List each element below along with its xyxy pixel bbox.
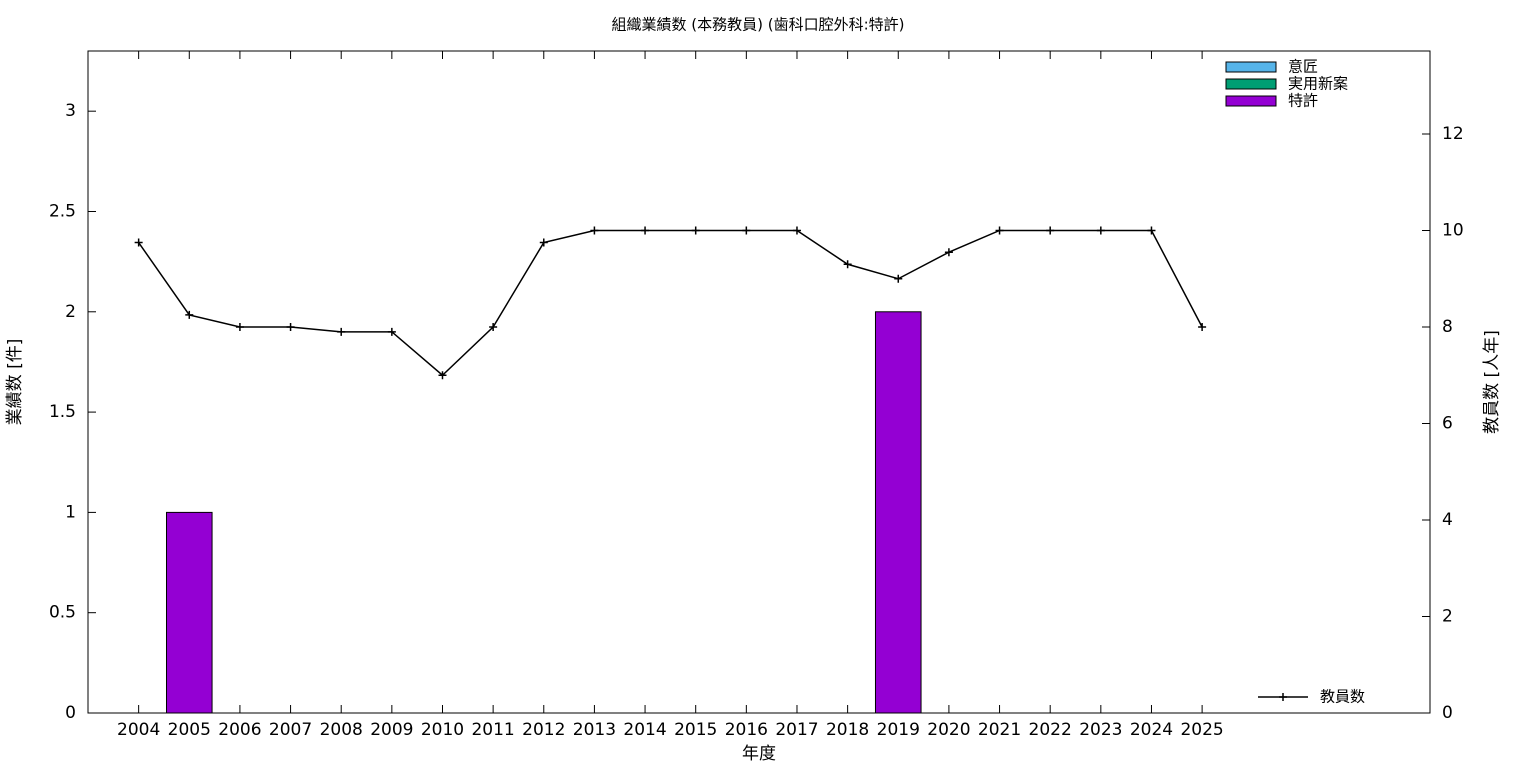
point	[1096, 226, 1105, 235]
y2-tick-label: 4	[1442, 510, 1453, 530]
chart-title: 組織業績数 (本務教員) (歯科口腔外科:特許)	[612, 16, 905, 34]
y-axis-label: 業績数 [件]	[5, 339, 25, 426]
point	[843, 260, 852, 269]
point	[641, 226, 650, 235]
y-tick-label: 0	[65, 703, 76, 723]
point	[387, 327, 396, 336]
point	[185, 310, 194, 319]
point	[1046, 226, 1055, 235]
x-tick-label: 2025	[1180, 720, 1223, 740]
x-tick-label: 2018	[826, 720, 869, 740]
x-tick-label: 2023	[1079, 720, 1122, 740]
x-tick-label: 2017	[775, 720, 818, 740]
x-tick-label: 2019	[877, 720, 920, 740]
y2-tick-label: 12	[1442, 124, 1464, 144]
point	[995, 226, 1004, 235]
x-axis-label: 年度	[742, 744, 776, 764]
y-tick-label: 1	[65, 502, 76, 522]
line	[138, 229, 1203, 377]
x-tick-label: 2024	[1130, 720, 1173, 740]
y2-tick-label: 2	[1442, 606, 1453, 626]
y-tick-label: 0.5	[49, 603, 76, 623]
y2-tick-label: 8	[1442, 317, 1453, 337]
x-tick-label: 2008	[320, 720, 363, 740]
y2-tick-label: 6	[1442, 413, 1453, 433]
legend-label: 特許	[1288, 92, 1318, 110]
x-tick-label: 2010	[421, 720, 464, 740]
legend-swatch	[1225, 95, 1277, 107]
plot-frame	[87, 50, 1431, 714]
point	[489, 322, 498, 331]
point	[539, 238, 548, 247]
legend-label: 教員数	[1320, 688, 1365, 706]
y2-tick-label: 0	[1442, 703, 1453, 723]
x-tick-label: 2004	[117, 720, 160, 740]
legend-label: 意匠	[1288, 58, 1318, 76]
y2-axis-label: 教員数 [人年]	[1482, 330, 1502, 434]
legend-swatch	[1225, 78, 1277, 90]
x-tick-label: 2011	[471, 720, 514, 740]
x-tick-label: 2012	[522, 720, 565, 740]
x-tick-label: 2022	[1029, 720, 1072, 740]
y-tick-label: 2.5	[49, 201, 76, 221]
point	[1147, 226, 1156, 235]
y-tick-label: 2	[65, 302, 76, 322]
y-tick-label: 1.5	[49, 402, 76, 422]
point	[1198, 322, 1207, 331]
bar	[874, 311, 922, 714]
point	[438, 371, 447, 380]
x-tick-label: 2013	[573, 720, 616, 740]
x-tick-label: 2021	[978, 720, 1021, 740]
legend-swatch	[1225, 61, 1277, 73]
x-tick-label: 2006	[218, 720, 261, 740]
x-tick-label: 2016	[725, 720, 768, 740]
y-tick-label: 3	[65, 101, 76, 121]
legend-label: 実用新案	[1288, 75, 1348, 93]
point	[691, 226, 700, 235]
point	[742, 226, 751, 235]
x-tick-label: 2009	[370, 720, 413, 740]
bar	[165, 511, 213, 714]
point	[134, 238, 143, 247]
x-tick-label: 2015	[674, 720, 717, 740]
point	[286, 322, 295, 331]
point	[792, 226, 801, 235]
x-tick-label: 2005	[168, 720, 211, 740]
point	[590, 226, 599, 235]
point	[235, 322, 244, 331]
point	[944, 248, 953, 257]
x-tick-label: 2007	[269, 720, 312, 740]
point	[337, 327, 346, 336]
point	[894, 274, 903, 283]
x-tick-label: 2014	[623, 720, 666, 740]
x-tick-label: 2020	[927, 720, 970, 740]
y2-tick-label: 10	[1442, 220, 1464, 240]
legend-swatch	[1279, 693, 1287, 701]
